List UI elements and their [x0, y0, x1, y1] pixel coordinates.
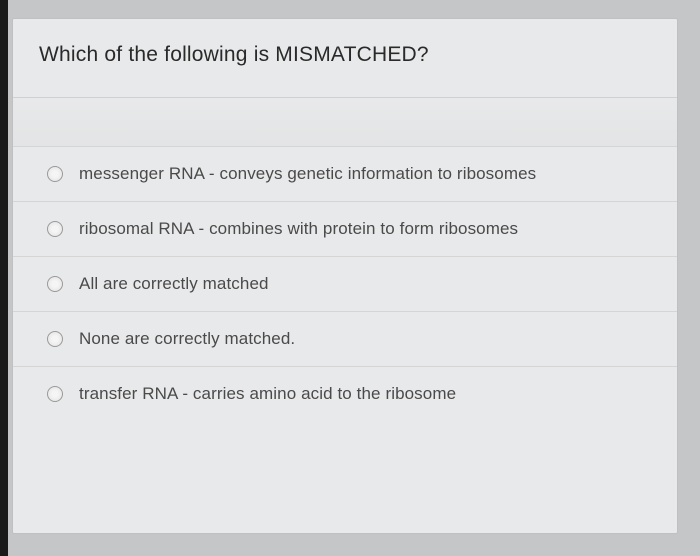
radio-icon[interactable]: [47, 221, 63, 237]
radio-icon[interactable]: [47, 386, 63, 402]
radio-icon[interactable]: [47, 276, 63, 292]
options-list: messenger RNA - conveys genetic informat…: [13, 147, 677, 533]
option-label: messenger RNA - conveys genetic informat…: [79, 164, 536, 184]
screen-bezel: [0, 0, 8, 556]
question-text: Which of the following is MISMATCHED?: [39, 43, 651, 67]
question-header: Which of the following is MISMATCHED?: [13, 19, 677, 97]
divider-section: [13, 97, 677, 147]
radio-icon[interactable]: [47, 331, 63, 347]
option-row[interactable]: messenger RNA - conveys genetic informat…: [13, 147, 677, 202]
question-card: Which of the following is MISMATCHED? me…: [12, 18, 678, 534]
option-label: transfer RNA - carries amino acid to the…: [79, 384, 456, 404]
option-label: ribosomal RNA - combines with protein to…: [79, 219, 518, 239]
option-row[interactable]: transfer RNA - carries amino acid to the…: [13, 367, 677, 421]
option-row[interactable]: All are correctly matched: [13, 257, 677, 312]
option-label: All are correctly matched: [79, 274, 269, 294]
option-row[interactable]: ribosomal RNA - combines with protein to…: [13, 202, 677, 257]
option-label: None are correctly matched.: [79, 329, 295, 349]
radio-icon[interactable]: [47, 166, 63, 182]
option-row[interactable]: None are correctly matched.: [13, 312, 677, 367]
